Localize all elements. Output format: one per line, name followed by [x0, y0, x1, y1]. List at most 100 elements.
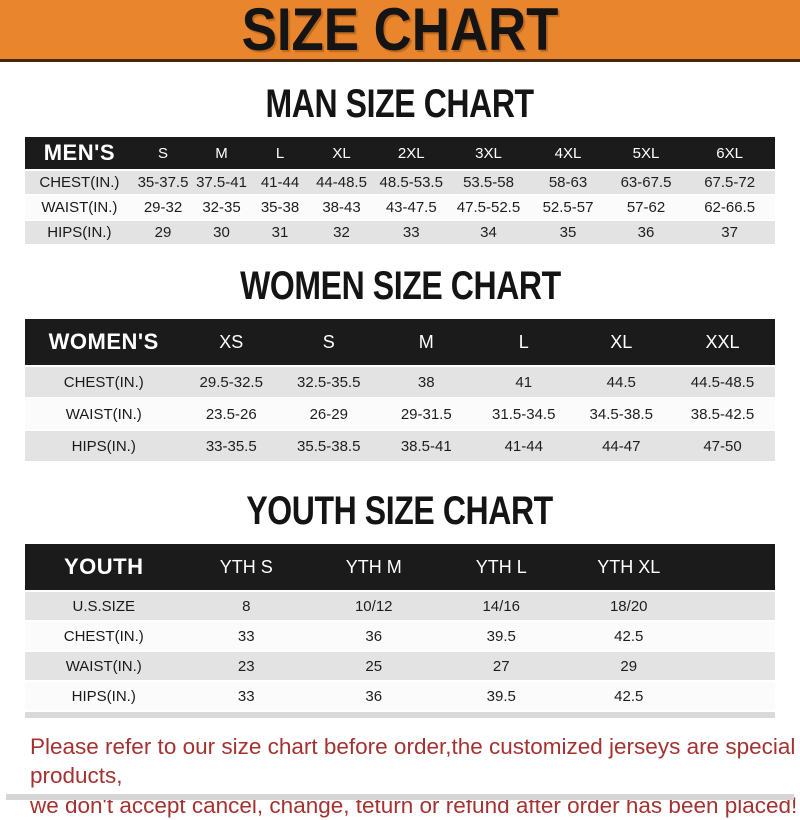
- women-cell-value: 33-35.5: [182, 430, 280, 463]
- youth-section-title: YOUTH SIZE CHART: [0, 491, 800, 531]
- women-size-table: WOMEN'S XS S M L XL XXL CHEST(IN.) 29.5-32.5 32.5…: [25, 319, 775, 463]
- youth-cell-value: 36: [310, 621, 438, 652]
- men-cell-value: 67.5-72: [684, 170, 775, 196]
- men-table-header-row: MEN'S S M L XL 2XL 3XL 4XL 5XL 6XL: [25, 137, 775, 171]
- men-col-header: 3XL: [448, 137, 529, 171]
- size-chart-banner: SIZE CHART: [0, 0, 800, 62]
- women-cell-value: 41: [475, 366, 573, 399]
- men-col-header: XL: [309, 137, 374, 171]
- women-size-table-holder: WOMEN'S XS S M L XL XXL CHEST(IN.) 29.5-32.5 32.5…: [0, 319, 800, 463]
- youth-table-header-row: YOUTH YTH S YTH M YTH L YTH XL: [25, 544, 775, 592]
- women-table-row: HIPS(IN.) 33-35.5 35.5-38.5 38.5-41 41-44 44-…: [25, 430, 775, 463]
- men-section-title: MAN SIZE CHART: [0, 84, 800, 124]
- men-cell-value: 32-35: [192, 195, 251, 221]
- youth-size-table-holder: YOUTH YTH S YTH M YTH L YTH XL U.S.SIZE 8 10/12…: [0, 544, 800, 712]
- men-cell-value: 32: [309, 220, 374, 246]
- youth-cell-value: 29: [565, 651, 693, 682]
- women-cell-value: 32.5-35.5: [280, 366, 378, 399]
- men-cell-value: 35-37.5: [133, 170, 193, 196]
- men-cell-value: 47.5-52.5: [448, 195, 529, 221]
- youth-section-title-text: YOUTH SIZE CHART: [246, 489, 554, 533]
- youth-cell-spacer: [692, 621, 775, 652]
- men-cell-value: 29: [133, 220, 193, 246]
- women-col-header: L: [475, 319, 573, 367]
- youth-cell-value: 8: [182, 591, 310, 622]
- men-table-row: WAIST(IN.) 29-32 32-35 35-38 38-43 43-47.5 47.…: [25, 195, 775, 221]
- men-row-label: CHEST(IN.): [25, 170, 134, 196]
- women-cell-value: 41-44: [475, 430, 573, 463]
- youth-cell-value: 39.5: [437, 621, 565, 652]
- women-cell-value: 29.5-32.5: [182, 366, 280, 399]
- men-cell-value: 35: [528, 220, 608, 246]
- youth-cell-value: 25: [310, 651, 438, 682]
- women-cell-value: 38.5-42.5: [670, 398, 775, 431]
- women-cell-value: 35.5-38.5: [280, 430, 378, 463]
- youth-col-header: YTH XL: [565, 544, 693, 592]
- youth-section: YOUTH SIZE CHART YOUTH YTH S YTH M YTH L YTH…: [0, 491, 800, 718]
- men-cell-value: 35-38: [250, 195, 310, 221]
- youth-cell-value: 33: [182, 621, 310, 652]
- youth-cell-value: 39.5: [437, 681, 565, 712]
- women-col-header: XS: [182, 319, 280, 367]
- men-col-header: M: [192, 137, 251, 171]
- men-cell-value: 33: [373, 220, 449, 246]
- men-col-header: 2XL: [373, 137, 449, 171]
- men-col-header: 6XL: [684, 137, 775, 171]
- youth-cell-spacer: [692, 651, 775, 682]
- men-cell-value: 34: [448, 220, 529, 246]
- men-table-row: CHEST(IN.) 35-37.5 37.5-41 41-44 44-48.5 48.5…: [25, 170, 775, 196]
- youth-cell-value: 36: [310, 681, 438, 712]
- youth-size-table: YOUTH YTH S YTH M YTH L YTH XL U.S.SIZE 8 10/12…: [25, 544, 775, 712]
- women-cell-value: 44-47: [572, 430, 670, 463]
- men-cell-value: 31: [250, 220, 310, 246]
- youth-table-bottom-edge: [25, 712, 775, 718]
- women-cell-value: 29-31.5: [377, 398, 475, 431]
- youth-cell-value: 42.5: [565, 621, 693, 652]
- men-row-label: WAIST(IN.): [25, 195, 134, 221]
- men-cell-value: 38-43: [309, 195, 374, 221]
- youth-table-row: WAIST(IN.) 23 25 27 29: [25, 651, 775, 682]
- men-row-label: HIPS(IN.): [25, 220, 134, 246]
- women-table-header-row: WOMEN'S XS S M L XL XXL: [25, 319, 775, 367]
- men-table-row: HIPS(IN.) 29 30 31 32 33 34 35 36 37: [25, 220, 775, 246]
- page-title: SIZE CHART: [241, 0, 559, 63]
- youth-cell-value: 42.5: [565, 681, 693, 712]
- youth-table-row: CHEST(IN.) 33 36 39.5 42.5: [25, 621, 775, 652]
- youth-cell-spacer: [692, 591, 775, 622]
- youth-col-header: YTH M: [310, 544, 438, 592]
- women-cell-value: 38: [377, 366, 475, 399]
- women-section-title: WOMEN SIZE CHART: [0, 266, 800, 306]
- men-cell-value: 29-32: [133, 195, 193, 221]
- men-cell-value: 37: [684, 220, 775, 246]
- men-cell-value: 63-67.5: [607, 170, 685, 196]
- youth-table-row: HIPS(IN.) 33 36 39.5 42.5: [25, 681, 775, 712]
- youth-row-label: U.S.SIZE: [25, 591, 183, 622]
- women-cell-value: 38.5-41: [377, 430, 475, 463]
- youth-cell-value: 27: [437, 651, 565, 682]
- youth-row-label: WAIST(IN.): [25, 651, 183, 682]
- youth-col-header: YTH S: [182, 544, 310, 592]
- women-row-label: CHEST(IN.): [25, 366, 183, 399]
- women-section-title-text: WOMEN SIZE CHART: [239, 264, 561, 308]
- women-table-row: WAIST(IN.) 23.5-26 26-29 29-31.5 31.5-34.5 34…: [25, 398, 775, 431]
- men-cell-value: 36: [607, 220, 685, 246]
- youth-cell-value: 10/12: [310, 591, 438, 622]
- men-cell-value: 53.5-58: [448, 170, 529, 196]
- women-col-header: WOMEN'S: [25, 319, 183, 367]
- women-section: WOMEN SIZE CHART WOMEN'S XS S M L XL XXL CHEST(…: [0, 266, 800, 463]
- men-col-header: 4XL: [528, 137, 608, 171]
- men-size-table-holder: MEN'S S M L XL 2XL 3XL 4XL 5XL 6XL CHEST(IN.) 35-37…: [0, 137, 800, 246]
- women-cell-value: 44.5: [572, 366, 670, 399]
- women-cell-value: 34.5-38.5: [572, 398, 670, 431]
- women-cell-value: 47-50: [670, 430, 775, 463]
- youth-cell-value: 23: [182, 651, 310, 682]
- men-cell-value: 57-62: [607, 195, 685, 221]
- youth-cell-value: 14/16: [437, 591, 565, 622]
- women-table-row: CHEST(IN.) 29.5-32.5 32.5-35.5 38 41 44.5 44.5…: [25, 366, 775, 399]
- youth-header-spacer: [692, 544, 775, 592]
- women-col-header: S: [280, 319, 378, 367]
- men-cell-value: 41-44: [250, 170, 310, 196]
- youth-cell-value: 33: [182, 681, 310, 712]
- youth-col-header: YOUTH: [25, 544, 183, 592]
- men-cell-value: 43-47.5: [373, 195, 449, 221]
